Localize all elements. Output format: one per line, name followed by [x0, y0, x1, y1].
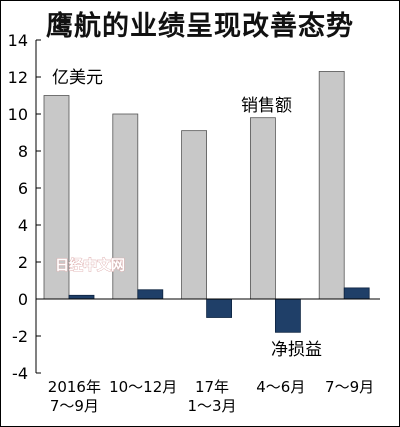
chart-title: 鹰航的业绩呈现改善态势 [46, 11, 354, 42]
y-tick-label: 0 [18, 290, 28, 309]
bar-sales [43, 95, 70, 300]
bar-sales [181, 130, 208, 300]
bars [36, 71, 380, 333]
y-tick-label: 14 [8, 31, 28, 50]
bar-net [137, 289, 164, 300]
bar-net [68, 294, 95, 300]
bar-net [206, 298, 233, 318]
x-tick-label: 17年 [195, 378, 229, 396]
series-label-sales: 销售额 [241, 96, 292, 116]
y-axis: 14 12 10 8 6 4 2 0 -2 -4 [8, 31, 41, 383]
y-tick-label: 8 [18, 142, 28, 161]
y-tick-label: -2 [12, 327, 28, 346]
y-tick-label: 6 [18, 179, 28, 198]
bar-sales [112, 113, 139, 300]
bar-sales [318, 71, 345, 300]
watermark: 日经中文网 [55, 257, 125, 274]
y-tick-label: 2 [18, 253, 28, 272]
y-tick-label: 10 [8, 105, 28, 124]
bar-sales [249, 117, 276, 300]
y-tick-label: 4 [18, 216, 28, 235]
x-tick-label: 4～6月 [256, 378, 305, 396]
x-tick-label: 7～9月 [325, 378, 374, 396]
bar-net [274, 298, 301, 333]
x-tick-label: 7～9月 [50, 397, 99, 415]
x-tick-label: 10～12月 [109, 378, 177, 396]
unit-label: 亿美元 [52, 68, 103, 88]
y-tick-label: 12 [8, 68, 28, 87]
y-tick-label: -4 [12, 364, 28, 383]
series-label-net: 净损益 [271, 340, 322, 360]
bar-net [343, 287, 370, 300]
x-tick-label: 2016年 [48, 378, 101, 396]
x-tick-label: 1～3月 [187, 397, 236, 415]
